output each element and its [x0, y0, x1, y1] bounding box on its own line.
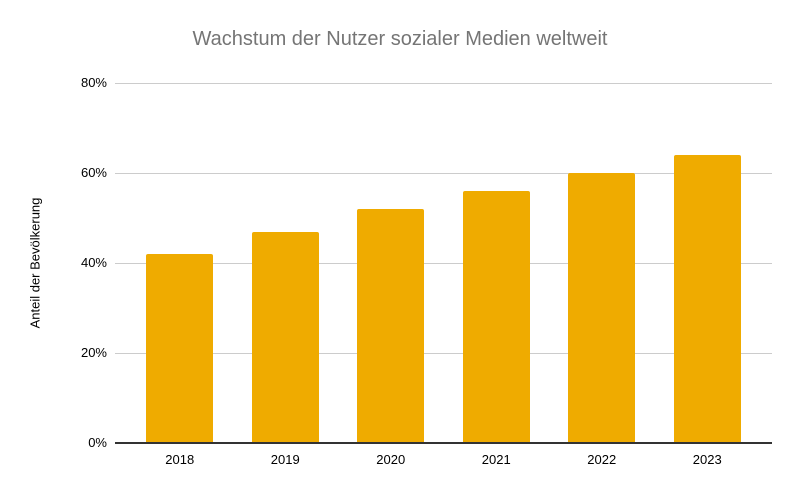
y-tick-label-0: 0%	[88, 435, 107, 450]
y-tick-label-20: 20%	[80, 345, 107, 360]
bar-2022	[568, 173, 636, 443]
bar-2019	[251, 231, 319, 443]
bar-2023	[673, 155, 741, 443]
gridline-80	[115, 83, 772, 84]
x-label-2023: 2023	[692, 452, 722, 467]
x-label-2019: 2019	[270, 452, 300, 467]
x-axis-labels: 2018 2019 2020 2021 2022 2023	[115, 452, 772, 467]
gridline-60	[115, 173, 772, 174]
bar-series	[115, 83, 772, 443]
x-label-2021: 2021	[481, 452, 511, 467]
x-axis-line	[115, 442, 772, 444]
y-axis-title: Anteil der Bevölkerung	[27, 197, 43, 329]
x-label-2022: 2022	[587, 452, 617, 467]
bar-2018	[146, 254, 214, 443]
bar-2021	[462, 191, 530, 443]
gridline-40	[115, 263, 772, 264]
y-tick-label-80: 80%	[80, 75, 107, 90]
y-tick-label-40: 40%	[80, 255, 107, 270]
gridline-20	[115, 353, 772, 354]
x-label-2020: 2020	[376, 452, 406, 467]
plot-area	[115, 83, 772, 444]
x-label-2018: 2018	[165, 452, 195, 467]
y-tick-label-60: 60%	[80, 165, 107, 180]
chart-title: Wachstum der Nutzer sozialer Medien welt…	[192, 28, 608, 50]
bar-2020	[357, 209, 425, 443]
